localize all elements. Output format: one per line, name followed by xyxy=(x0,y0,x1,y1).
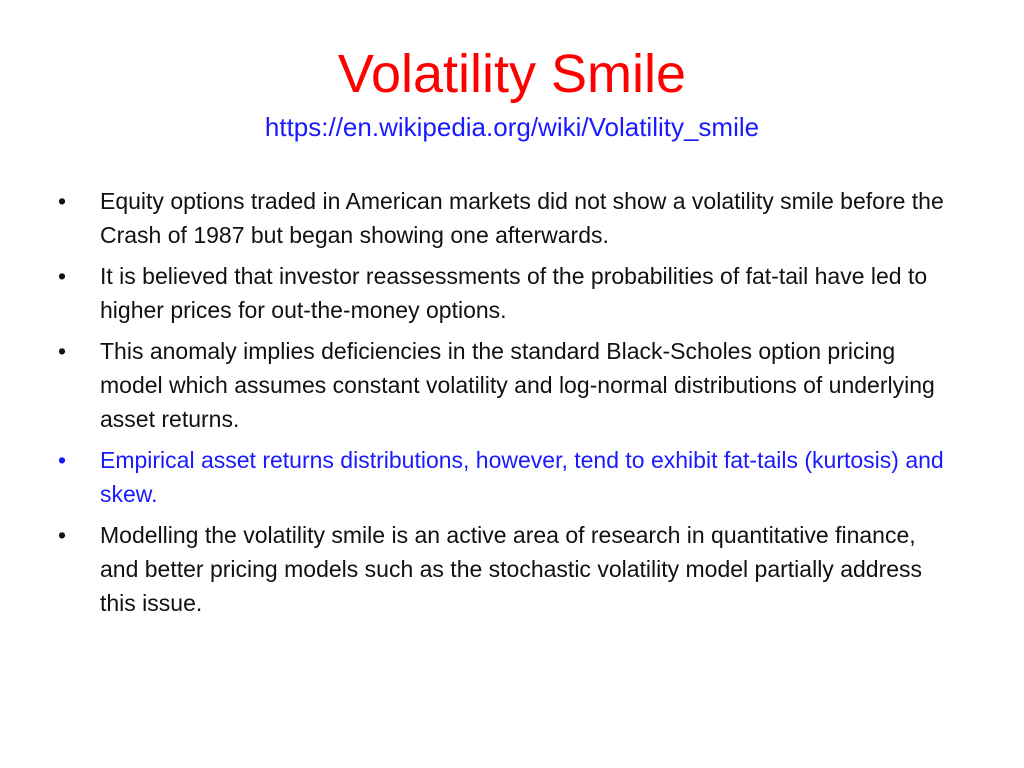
bullet-glyph: • xyxy=(58,338,67,364)
bullet-glyph: • xyxy=(58,522,67,548)
bullet-item: • It is believed that investor reassessm… xyxy=(58,259,958,327)
bullet-text: Modelling the volatility smile is an act… xyxy=(100,522,923,616)
bullet-text: This anomaly implies deficiencies in the… xyxy=(100,338,935,432)
title-block: Volatility Smile https://en.wikipedia.or… xyxy=(0,42,1024,144)
bullet-list: • Equity options traded in American mark… xyxy=(58,184,958,627)
bullet-text: It is believed that investor reassessmen… xyxy=(100,263,928,323)
bullet-item: • Modelling the volatility smile is an a… xyxy=(58,518,958,620)
bullet-item: • This anomaly implies deficiencies in t… xyxy=(58,334,958,436)
bullet-text: Equity options traded in American market… xyxy=(100,188,944,248)
slide-title: Volatility Smile xyxy=(337,44,687,104)
bullet-glyph: • xyxy=(58,263,67,289)
source-link[interactable]: https://en.wikipedia.org/wiki/Volatility… xyxy=(264,112,760,142)
bullet-item-highlighted: • Empirical asset returns distributions,… xyxy=(58,443,958,511)
bullet-glyph: • xyxy=(58,188,67,214)
bullet-glyph: • xyxy=(58,447,67,473)
bullet-item: • Equity options traded in American mark… xyxy=(58,184,958,252)
bullet-text: Empirical asset returns distributions, h… xyxy=(100,447,944,507)
